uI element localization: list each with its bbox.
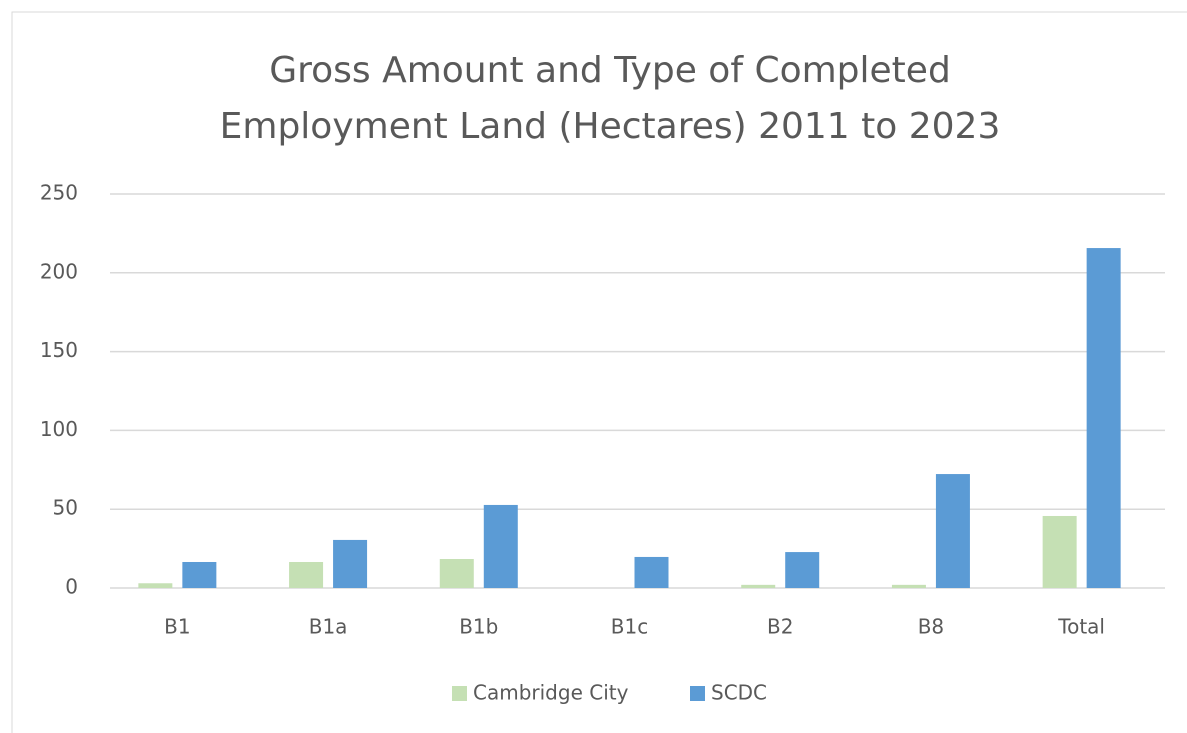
- y-tick-label: 150: [40, 338, 78, 362]
- legend-swatch: [690, 686, 705, 701]
- bar: [891, 584, 926, 588]
- y-tick-label: 0: [65, 575, 78, 599]
- bar: [333, 539, 368, 588]
- bar: [634, 556, 669, 588]
- bar: [483, 504, 518, 588]
- x-tick-label: B1b: [459, 615, 498, 639]
- bar: [289, 561, 324, 588]
- y-tick-label: 100: [40, 417, 78, 441]
- chart-frame: [11, 11, 1187, 733]
- x-tick-label: B2: [767, 615, 793, 639]
- bar: [935, 474, 970, 588]
- legend-label: Cambridge City: [473, 681, 629, 705]
- y-tick-label: 200: [40, 259, 78, 283]
- legend-swatch: [452, 686, 467, 701]
- bar: [182, 561, 217, 588]
- x-tick-label: B1a: [309, 615, 348, 639]
- x-tick-label: B1: [164, 615, 190, 639]
- bar: [1042, 515, 1077, 588]
- x-tick-label: B1c: [611, 615, 648, 639]
- legend-label: SCDC: [711, 681, 767, 705]
- chart-title: Gross Amount and Type of Completed: [269, 50, 951, 91]
- x-tick-label: Total: [1057, 615, 1105, 639]
- bar: [1086, 248, 1121, 588]
- bar: [785, 552, 820, 588]
- x-tick-label: B8: [918, 615, 944, 639]
- bar: [741, 584, 776, 588]
- chart-title: Employment Land (Hectares) 2011 to 2023: [220, 106, 1001, 147]
- bar: [439, 559, 474, 588]
- y-tick-label: 250: [40, 181, 78, 205]
- bar: [138, 583, 173, 588]
- y-tick-label: 50: [53, 496, 78, 520]
